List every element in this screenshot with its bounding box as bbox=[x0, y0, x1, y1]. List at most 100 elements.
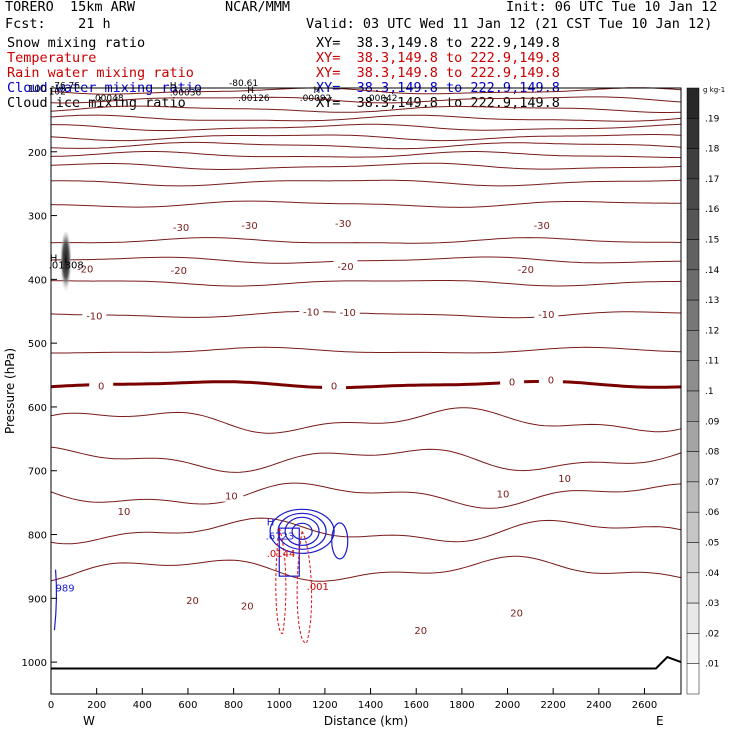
isotherm-label-20: 20 bbox=[186, 596, 199, 607]
isotherm-label-11: -10 bbox=[538, 310, 554, 321]
colorbar-tick-16: .03 bbox=[705, 599, 719, 609]
x-axis-label: Distance (km) bbox=[324, 714, 408, 728]
colorbar-tick-3: .16 bbox=[705, 205, 720, 215]
isotherm--40 bbox=[50, 162, 682, 170]
y-tick-label-8: 900 bbox=[28, 594, 47, 605]
cloud-water-left bbox=[53, 569, 58, 631]
colorbar-tick-2: .17 bbox=[705, 175, 719, 185]
y-tick-label-5: 600 bbox=[28, 403, 47, 414]
rain-water-contour-a bbox=[275, 527, 287, 634]
isotherm--45 bbox=[50, 151, 682, 159]
isotherm-label-21: 20 bbox=[241, 601, 254, 612]
y-tick-label-9: 1000 bbox=[22, 658, 47, 669]
isotherm--50 bbox=[50, 141, 682, 150]
x-tick-label-11: 2200 bbox=[540, 700, 565, 711]
isotherm-label-2: -30 bbox=[335, 219, 351, 230]
isotherm-15 bbox=[50, 482, 682, 509]
terrain bbox=[51, 655, 682, 670]
forecast-hour: Fcst: 21 h bbox=[5, 16, 111, 32]
isotherm--75 bbox=[50, 96, 682, 104]
x-tick-label-4: 800 bbox=[224, 700, 243, 711]
colorbar-cell-7 bbox=[686, 299, 700, 331]
west-label: W bbox=[83, 714, 95, 728]
isotherm-label-22-bg bbox=[408, 624, 433, 637]
plot-frame bbox=[50, 87, 682, 695]
colorbar-tick-14: .05 bbox=[705, 539, 719, 549]
top-label-1: 102 bbox=[49, 87, 66, 97]
x-tick-label-13: 2600 bbox=[632, 700, 657, 711]
isotherm-label-0: -30 bbox=[173, 223, 189, 234]
top-label-4: -80.61 bbox=[229, 79, 258, 89]
colorbar-cell-8 bbox=[686, 330, 700, 361]
isotherm-label-2-bg bbox=[331, 217, 356, 230]
isotherm--60 bbox=[51, 123, 682, 131]
isotherm-label-5-bg bbox=[166, 263, 191, 276]
isotherm-label-10-bg bbox=[335, 305, 360, 318]
isotherm-label-18: 10 bbox=[497, 490, 510, 501]
isotherm-label-18-bg bbox=[490, 487, 515, 500]
isotherm-label-0-bg bbox=[169, 221, 194, 234]
isotherm-label-4: -20 bbox=[77, 265, 93, 276]
cloud-water-label-2: 989 bbox=[56, 583, 75, 594]
isotherm-label-14-bg bbox=[500, 375, 525, 388]
y-tick-label-1: 200 bbox=[28, 148, 47, 159]
colorbar-tick-18: .01 bbox=[705, 660, 719, 670]
isotherm-label-12: 0 bbox=[98, 381, 104, 392]
colorbar-tick-7: .12 bbox=[705, 326, 719, 336]
isotherm-20 bbox=[50, 517, 682, 545]
isotherm-label-12-bg bbox=[89, 379, 114, 392]
isotherm-label-6: -20 bbox=[337, 262, 353, 273]
x-tick-label-9: 1800 bbox=[449, 700, 474, 711]
top-label-2: H bbox=[170, 82, 177, 92]
colorbar-unit: g kg-1 bbox=[703, 86, 725, 94]
isotherm-label-16-bg bbox=[112, 504, 137, 517]
isotherm-label-1: -30 bbox=[241, 221, 257, 232]
x-tick-label-3: 600 bbox=[178, 700, 197, 711]
isotherm-label-20-bg bbox=[180, 594, 205, 607]
colorbar-tick-17: .02 bbox=[705, 629, 719, 639]
isotherm-label-17: 10 bbox=[225, 492, 238, 503]
isotherm-25 bbox=[50, 555, 682, 582]
isotherm--25 bbox=[50, 237, 682, 244]
isotherm-label-13-bg bbox=[322, 379, 347, 392]
isotherm-label-17-bg bbox=[219, 489, 244, 502]
isotherm--70 bbox=[50, 105, 682, 113]
ice-label-0: H bbox=[50, 254, 58, 265]
rain-water-label-1: .001 bbox=[307, 582, 329, 593]
isotherm-10 bbox=[50, 446, 682, 473]
isotherm-label-7-bg bbox=[513, 263, 538, 276]
isotherm-label-8: -10 bbox=[86, 312, 102, 323]
isotherm-label-3: -30 bbox=[534, 221, 550, 232]
top-label-6: H bbox=[314, 86, 321, 96]
cloud-water-contour-3 bbox=[269, 508, 335, 554]
colorbar-tick-5: .14 bbox=[705, 266, 720, 276]
colorbar-cell-13 bbox=[686, 481, 700, 513]
cloud-water-contour-0 bbox=[291, 522, 313, 540]
field-name-temperature: Temperature bbox=[7, 50, 97, 66]
top-label-3: .00036 bbox=[170, 89, 202, 99]
top-label-0: -76.76 bbox=[51, 82, 80, 92]
isotherm--80 bbox=[50, 87, 682, 95]
colorbar-tick-11: .08 bbox=[705, 448, 720, 458]
isotherm-label-19-bg bbox=[552, 471, 577, 484]
isotherm-label-14: 0 bbox=[509, 377, 515, 388]
colorbar-cell-16 bbox=[686, 572, 700, 604]
x-tick-label-5: 1000 bbox=[267, 700, 292, 711]
snow-core bbox=[59, 231, 72, 296]
contour-labels: -30 -30 -30 -30 -20 -20 -20 -20 -10 -10 -10 -10 0 0 0 0… bbox=[49, 79, 577, 637]
isotherm-label-15-bg bbox=[538, 373, 563, 386]
snow-mixing-ratio-area bbox=[59, 231, 72, 296]
colorbar-tick-10: .09 bbox=[705, 417, 720, 427]
colorbar-cell-14 bbox=[686, 511, 700, 543]
colorbar-tick-1: .18 bbox=[705, 145, 720, 155]
field-name-snow: Snow mixing ratio bbox=[7, 35, 146, 51]
y-axis-label: Pressure (hPa) bbox=[3, 348, 17, 434]
isotherm--15 bbox=[50, 280, 682, 287]
colorbar-tick-13: .06 bbox=[705, 508, 720, 518]
y-tick-label-7: 800 bbox=[28, 531, 47, 542]
isotherm-label-23-bg bbox=[504, 606, 529, 619]
isotherm-label-7: -20 bbox=[518, 265, 534, 276]
y-tick-label-6: 700 bbox=[28, 467, 47, 478]
colorbar-cell-3 bbox=[686, 178, 700, 210]
colorbar-cell-0 bbox=[686, 87, 700, 119]
